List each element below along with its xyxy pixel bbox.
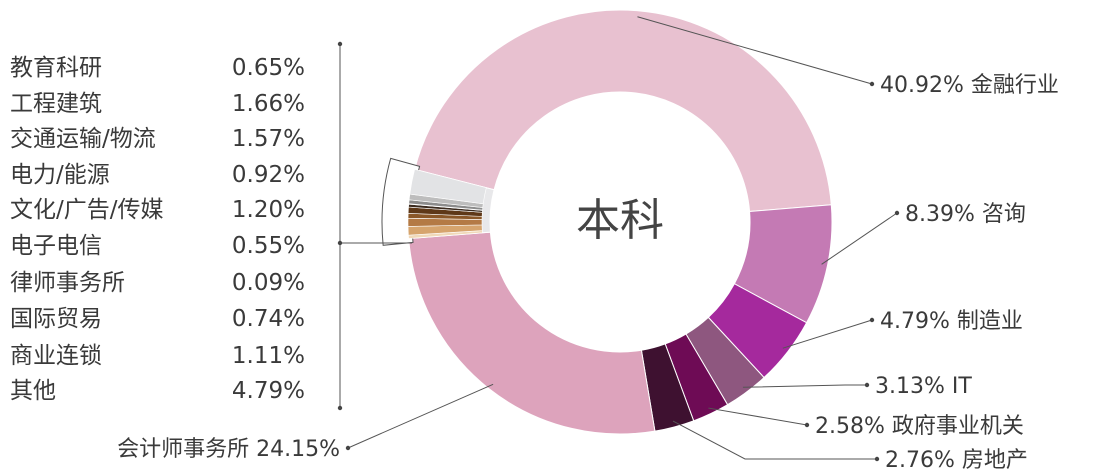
slice-labels: 40.92% 金融行业 8.39% 咨询 4.79% 制造业 3.13% IT 2.58… <box>117 73 1059 473</box>
slice-label: 2.58% 政府事业机关 <box>815 414 1024 439</box>
slice-label: 2.76% 房地产 <box>885 448 1028 473</box>
leader-dot <box>345 445 351 451</box>
leader-line <box>637 16 873 85</box>
breakdown-label: 工程建筑 <box>10 91 102 117</box>
breakdown-value: 1.20% <box>232 197 305 223</box>
other-breakdown-list: 教育科研 0.65% 工程建筑 1.66% 交通运输/物流 1.57% 电力/能源 0.92%… <box>10 41 412 411</box>
leader-lines <box>345 16 900 462</box>
breakdown-value: 4.79% <box>232 378 305 404</box>
leader-line <box>742 384 867 388</box>
leader-line <box>782 319 873 349</box>
leader-dot <box>874 456 880 462</box>
leader-dot <box>804 422 810 428</box>
breakdown-label: 电力/能源 <box>10 162 110 188</box>
breakdown-label: 律师事务所 <box>10 270 125 296</box>
leader-dot <box>869 317 875 323</box>
breakdown-value: 0.92% <box>232 162 305 188</box>
other-breakdown-ring <box>381 157 487 246</box>
breakdown-label: 文化/广告/传媒 <box>10 197 164 223</box>
breakdown-label: 商业连锁 <box>10 343 102 369</box>
leader-line <box>347 383 494 449</box>
leader-line <box>821 212 898 265</box>
other-breakdown-slice <box>409 169 487 205</box>
breakdown-value: 0.09% <box>232 270 305 296</box>
bracket-dot <box>337 41 343 47</box>
breakdown-value: 0.55% <box>232 233 305 259</box>
breakdown-value: 0.74% <box>232 306 305 332</box>
slice-label: 40.92% 金融行业 <box>880 73 1059 98</box>
breakdown-label: 交通运输/物流 <box>10 126 156 152</box>
slice-label: 8.39% 咨询 <box>905 202 1026 227</box>
bracket-dot <box>337 405 343 411</box>
breakdown-label: 国际贸易 <box>10 306 102 332</box>
slice-label: 4.79% 制造业 <box>880 309 1023 334</box>
leader-dot <box>864 382 870 388</box>
donut-slice <box>414 9 832 212</box>
breakdown-value: 1.57% <box>232 126 305 152</box>
breakdown-label: 其他 <box>10 378 56 404</box>
leader-dot <box>894 210 900 216</box>
breakdown-value: 1.66% <box>232 91 305 117</box>
breakdown-label: 电子电信 <box>10 233 102 259</box>
slice-label: 3.13% IT <box>875 374 972 399</box>
bracket-dot <box>337 240 343 246</box>
leader-dot <box>869 81 875 87</box>
leader-line <box>672 420 877 460</box>
breakdown-value: 1.11% <box>232 343 305 369</box>
breakdown-value: 0.65% <box>232 55 305 81</box>
slice-label: 会计师事务所 24.15% <box>117 437 340 462</box>
donut-slice <box>408 231 656 435</box>
chart-title: 本科 <box>576 195 664 246</box>
leader-line <box>708 407 808 426</box>
breakdown-label: 教育科研 <box>10 55 102 81</box>
donut-ring <box>407 9 833 435</box>
